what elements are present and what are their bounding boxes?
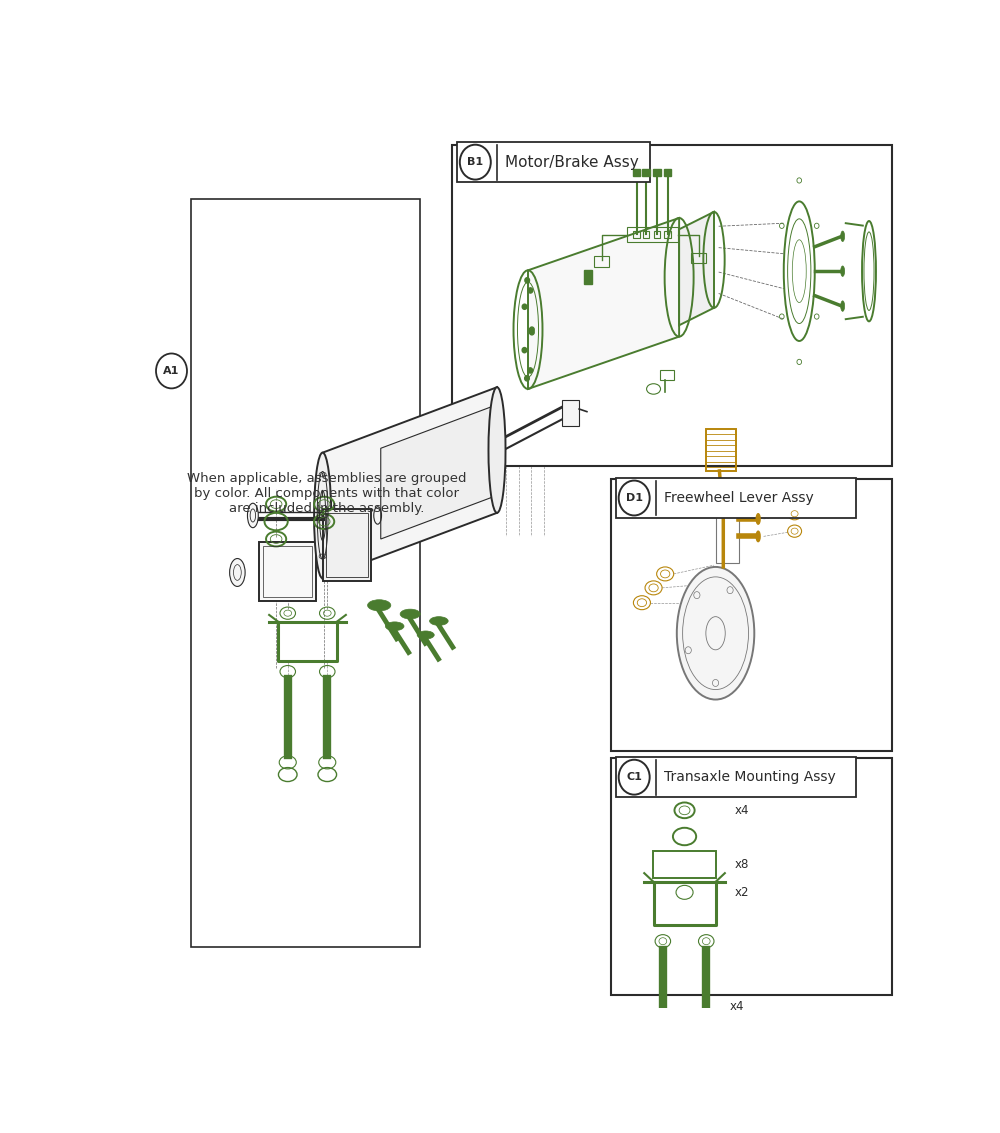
Text: x4: x4 xyxy=(730,1000,744,1013)
Ellipse shape xyxy=(430,616,448,625)
Text: x8: x8 xyxy=(735,858,749,871)
Text: Freewheel Lever Assy: Freewheel Lever Assy xyxy=(664,491,813,505)
Polygon shape xyxy=(323,387,497,578)
Polygon shape xyxy=(528,218,679,389)
Circle shape xyxy=(530,330,534,335)
Circle shape xyxy=(522,304,527,309)
Bar xyxy=(611,758,892,995)
Bar xyxy=(691,253,706,263)
Ellipse shape xyxy=(756,513,760,525)
Bar xyxy=(616,757,856,798)
Bar xyxy=(584,271,592,284)
Bar xyxy=(633,169,640,176)
Bar xyxy=(259,542,316,600)
Text: Motor/Brake Assy: Motor/Brake Assy xyxy=(505,154,639,170)
Text: B1: B1 xyxy=(467,157,483,168)
Circle shape xyxy=(528,368,533,373)
Bar xyxy=(323,510,371,581)
Circle shape xyxy=(530,327,534,332)
Ellipse shape xyxy=(230,559,245,587)
Ellipse shape xyxy=(841,231,845,241)
Bar xyxy=(642,169,650,176)
Bar xyxy=(716,500,739,563)
Text: D1: D1 xyxy=(626,493,643,503)
Bar xyxy=(594,256,609,266)
Text: When applicable, assemblies are grouped
by color. All components with that color: When applicable, assemblies are grouped … xyxy=(187,471,466,514)
Ellipse shape xyxy=(841,301,845,312)
Bar xyxy=(664,169,671,176)
Ellipse shape xyxy=(756,531,760,542)
Bar xyxy=(653,169,661,176)
Polygon shape xyxy=(679,212,714,325)
Circle shape xyxy=(525,376,529,381)
Bar xyxy=(627,227,678,242)
Text: Transaxle Mounting Assy: Transaxle Mounting Assy xyxy=(664,770,835,784)
Bar xyxy=(452,145,892,466)
Ellipse shape xyxy=(385,622,404,631)
Bar xyxy=(660,369,674,381)
Bar xyxy=(263,546,312,597)
Ellipse shape xyxy=(841,266,845,276)
Circle shape xyxy=(522,348,527,352)
Bar xyxy=(643,231,649,238)
Bar xyxy=(191,198,420,947)
Ellipse shape xyxy=(314,453,331,578)
Ellipse shape xyxy=(247,503,258,528)
Bar xyxy=(653,851,716,877)
Text: x4: x4 xyxy=(735,803,749,817)
Bar xyxy=(706,429,736,471)
Ellipse shape xyxy=(400,610,420,619)
Bar xyxy=(326,513,368,578)
Bar xyxy=(611,479,892,751)
Polygon shape xyxy=(381,404,497,539)
Ellipse shape xyxy=(417,631,434,639)
Circle shape xyxy=(525,278,530,283)
Bar xyxy=(616,478,856,518)
Text: C1: C1 xyxy=(626,773,642,782)
Text: x2: x2 xyxy=(735,886,749,898)
Bar xyxy=(664,231,671,238)
Bar xyxy=(654,231,660,238)
Bar xyxy=(633,231,640,238)
Ellipse shape xyxy=(677,566,754,699)
Circle shape xyxy=(528,288,533,293)
Text: A1: A1 xyxy=(163,366,180,376)
Bar xyxy=(457,142,650,182)
Bar xyxy=(562,400,579,426)
Ellipse shape xyxy=(488,387,506,513)
Ellipse shape xyxy=(368,599,391,611)
